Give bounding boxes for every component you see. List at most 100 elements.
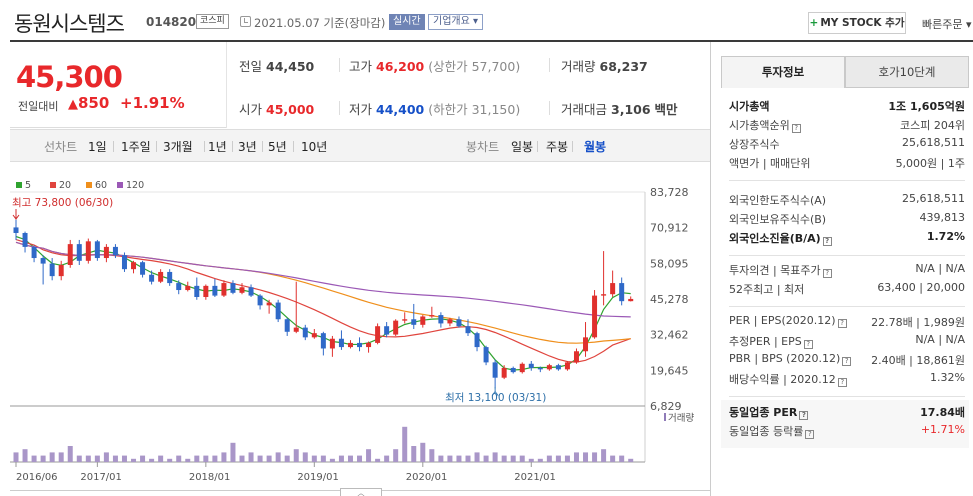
candle-body — [628, 298, 634, 302]
tab-orderbook[interactable]: 호가10단계 — [845, 56, 969, 88]
help-icon[interactable]: ? — [842, 357, 852, 366]
info-value: 2.40배 | 18,861원 — [871, 354, 965, 367]
volume-bar — [149, 458, 155, 462]
period-1w[interactable]: 1주일 — [121, 140, 151, 154]
candle-body — [131, 262, 137, 270]
candle-weekly[interactable]: 주봉 — [546, 140, 569, 154]
volume-bar — [284, 455, 290, 462]
candle-monthly[interactable]: 월봉 — [584, 140, 607, 154]
period-1d[interactable]: 1일 — [88, 140, 107, 154]
help-icon[interactable]: ? — [791, 124, 801, 133]
change-percent: +1.91% — [120, 94, 185, 112]
candle-body — [221, 283, 227, 296]
volume-bar — [67, 446, 73, 462]
high-price: 고가 46,200 (상한가 57,700) — [349, 59, 521, 74]
company-name[interactable]: 동원시스템즈 — [14, 12, 125, 36]
candle-body — [393, 320, 399, 335]
quick-order-link[interactable]: 빠른주문 ▾ — [922, 18, 972, 31]
help-icon[interactable]: ? — [822, 237, 832, 246]
info-key: 외국인한도주식수(A) — [729, 194, 827, 207]
volume-bar — [31, 455, 37, 462]
candle-body — [465, 326, 471, 334]
info-value: 25,618,511 — [902, 192, 965, 205]
candle-body — [438, 315, 444, 324]
volume-bar — [85, 455, 91, 462]
tab-invest-info[interactable]: 투자정보 — [721, 56, 845, 88]
volume-bar — [185, 458, 191, 462]
candle-body — [483, 347, 489, 363]
volume-bar — [239, 455, 245, 462]
volume-bar — [555, 455, 561, 462]
trade-value: 거래대금 3,106 백만 — [561, 102, 678, 117]
stock-header: 동원시스템즈 014820 코스피 2021.05.07 기준(장마감) 실시간… — [0, 0, 973, 40]
period-3m[interactable]: 3개월 — [163, 140, 193, 154]
legend-label: 5 — [25, 180, 31, 191]
candle-body — [375, 326, 381, 343]
volume-legend-swatch — [664, 413, 666, 421]
candle-body — [474, 333, 480, 348]
candle-body — [293, 327, 299, 332]
volume-bar — [573, 452, 579, 462]
candle-body — [94, 241, 100, 259]
candle-body — [537, 367, 543, 370]
y-tick-label: 32,462 — [650, 329, 689, 342]
volume-bar — [94, 455, 100, 462]
x-tick-label: 2016/06 — [16, 472, 58, 483]
info-key: 동일업종 등락률? — [729, 423, 815, 439]
period-3y[interactable]: 3년 — [238, 140, 257, 154]
header-divider — [10, 40, 973, 42]
help-icon[interactable]: ? — [822, 269, 832, 278]
period-5y[interactable]: 5년 — [268, 140, 287, 154]
help-icon[interactable]: ? — [799, 411, 809, 420]
candle-body — [67, 244, 73, 265]
info-row: PBR | BPS (2020.12)? 2.40배 | 18,861원 — [729, 352, 965, 369]
volume-label: 거래량 — [668, 412, 694, 424]
candle-body — [402, 319, 408, 321]
legend-swatch — [16, 182, 22, 188]
info-key: 상장주식수 — [729, 138, 780, 151]
period-1y[interactable]: 1년 — [208, 140, 227, 154]
info-row: 배당수익률 | 2020.12? 1.32% — [729, 371, 965, 388]
info-row: 외국인한도주식수(A) 25,618,511 — [729, 192, 965, 209]
candle-daily[interactable]: 일봉 — [511, 140, 534, 154]
info-value: 17.84배 — [920, 406, 965, 419]
volume-bar — [76, 455, 82, 462]
volume-bar — [366, 449, 372, 462]
volume-bar — [329, 458, 335, 462]
volume-bar — [447, 455, 453, 462]
volume-bar — [176, 455, 182, 462]
section-divider — [729, 180, 965, 181]
candle-body — [203, 285, 209, 297]
candle-body — [212, 285, 218, 296]
candle-body — [140, 262, 146, 275]
candle-body — [302, 327, 308, 338]
candle-body — [31, 246, 37, 259]
help-icon[interactable]: ? — [837, 319, 847, 328]
candle-body — [13, 227, 19, 233]
help-icon[interactable]: ? — [837, 378, 847, 387]
change-label: 전일대비 — [18, 100, 59, 113]
candle-body — [329, 338, 335, 349]
up-arrow-icon: ▲ — [68, 97, 78, 112]
candle-body — [257, 295, 263, 306]
info-key: 외국인소진율(B/A)? — [729, 230, 832, 246]
candle-body — [501, 367, 507, 378]
legend-label: 20 — [59, 180, 71, 191]
volume-bar — [257, 455, 263, 462]
info-value: 1조 1,605억원 — [888, 100, 965, 113]
volume-bar — [221, 452, 227, 462]
volume-bar — [420, 442, 426, 462]
help-icon[interactable]: ? — [805, 430, 815, 439]
collapse-toggle-button[interactable]: ︿ — [340, 488, 382, 496]
mystock-add-button[interactable]: + MY STOCK 추가 — [808, 12, 906, 34]
info-key: 52주최고 | 최저 — [729, 283, 805, 296]
realtime-button[interactable]: 실시간 — [389, 14, 425, 30]
stock-code: 014820 — [146, 15, 197, 29]
period-10y[interactable]: 10년 — [301, 140, 328, 154]
help-icon[interactable]: ? — [803, 340, 813, 349]
info-value: +1.71% — [920, 423, 965, 436]
company-info-dropdown[interactable]: 기업개요 ▾ — [428, 14, 483, 30]
price-chart[interactable]: 83,728 70,912 58,095 45,278 32,462 19,645 6,82… — [10, 170, 710, 496]
volume-bar — [167, 458, 173, 462]
